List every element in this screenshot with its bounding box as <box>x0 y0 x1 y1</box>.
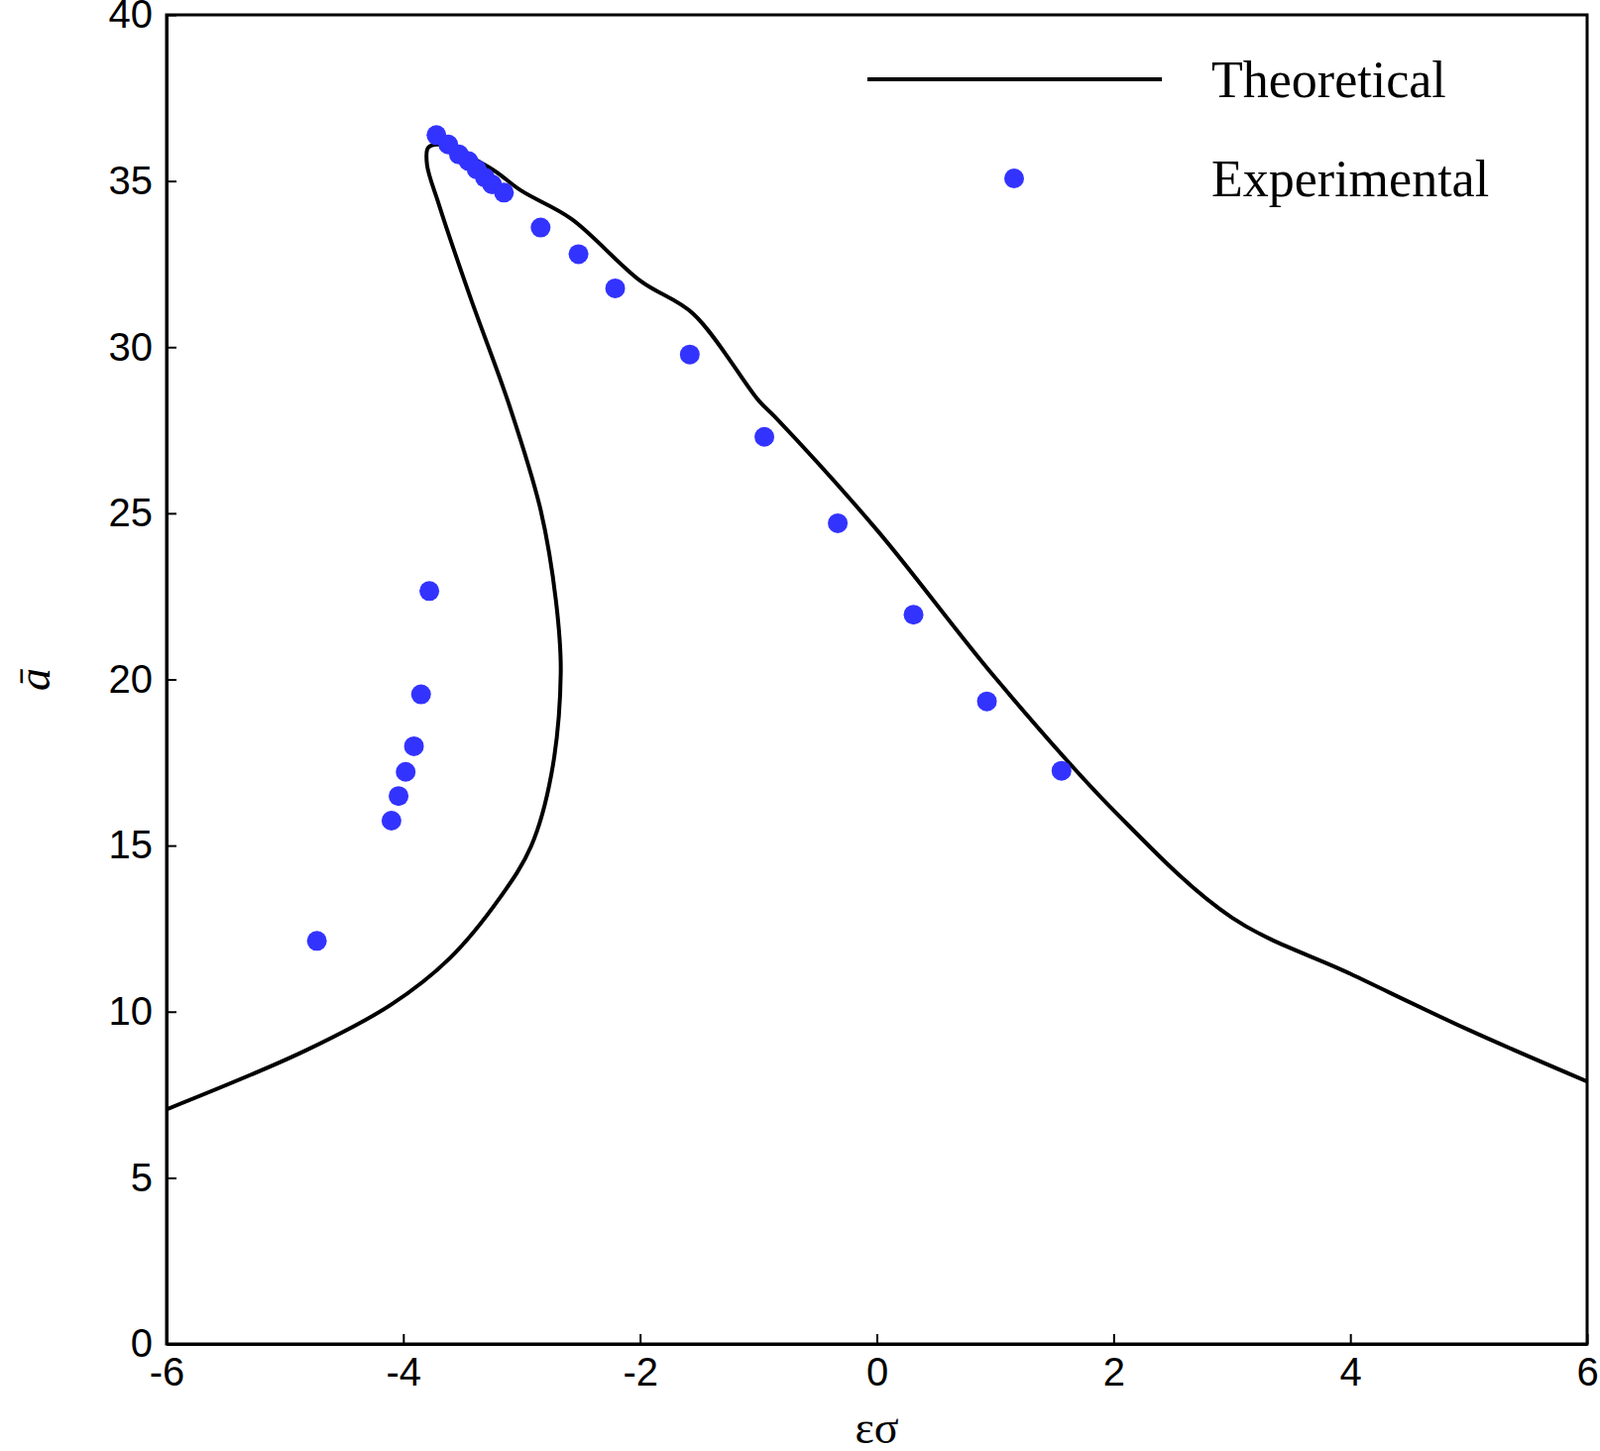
tick-mark <box>166 679 177 682</box>
tick: 0 <box>866 1334 889 1394</box>
tick-mark <box>166 1344 177 1347</box>
tick-label: 5 <box>130 1155 153 1200</box>
point <box>904 604 924 625</box>
point <box>680 344 700 365</box>
point <box>307 930 328 951</box>
tick-mark <box>402 1334 405 1345</box>
point <box>1051 761 1072 782</box>
tick: -4 <box>386 1334 423 1394</box>
y-axis-title: ā <box>8 668 60 691</box>
tick-label: 2 <box>1103 1350 1126 1394</box>
tick-label: 0 <box>130 1321 153 1366</box>
point <box>404 736 425 757</box>
tick-label: -4 <box>386 1350 423 1394</box>
line <box>166 144 1588 1111</box>
tick-label: -6 <box>149 1350 186 1394</box>
tick: -2 <box>622 1334 659 1394</box>
tick: 2 <box>1103 1334 1126 1394</box>
tick: 30 <box>109 325 178 369</box>
tick-mark <box>166 180 177 183</box>
tick-label: 15 <box>109 822 154 867</box>
point <box>569 243 589 264</box>
plot-frame <box>166 14 1588 1345</box>
point <box>411 685 432 705</box>
point <box>827 513 848 534</box>
tick-mark <box>166 1177 177 1180</box>
legend-label: Experimental <box>1211 150 1489 208</box>
tick: 6 <box>1576 1334 1599 1394</box>
tick-label: -2 <box>622 1350 659 1394</box>
point <box>493 182 514 203</box>
tick-label: 40 <box>109 0 154 36</box>
legend-swatch <box>867 77 1162 82</box>
point <box>754 427 775 448</box>
tick-mark <box>166 845 177 848</box>
tick: 10 <box>109 989 178 1033</box>
tick: 35 <box>109 158 178 203</box>
tick: 5 <box>130 1155 177 1200</box>
tick-mark <box>166 512 177 515</box>
point <box>395 762 416 783</box>
tick-label: 30 <box>109 325 154 369</box>
tick: 20 <box>109 657 178 701</box>
tick-label: 4 <box>1340 1350 1363 1394</box>
tick-mark <box>639 1334 642 1345</box>
plot: -6 -4 -2 0 2 4 6 0 5 10 15 20 25 30 35 40 <box>109 0 1600 1394</box>
tick: 25 <box>109 490 178 535</box>
legend-label: Theoretical <box>1211 51 1447 109</box>
marks <box>166 124 1588 1110</box>
legend-swatch <box>1004 168 1025 189</box>
x-axis: -6 -4 -2 0 2 4 6 <box>149 1334 1600 1394</box>
tick: 4 <box>1340 1334 1363 1394</box>
tick-label: 10 <box>109 989 154 1033</box>
tick: 40 <box>109 0 178 36</box>
tick-label: 6 <box>1576 1350 1599 1394</box>
x-axis-title: εσ <box>854 1402 899 1451</box>
tick-mark <box>876 1334 879 1345</box>
tick-mark <box>166 1011 177 1014</box>
tick: 15 <box>109 822 178 867</box>
point <box>530 218 551 238</box>
tick-mark <box>166 346 177 349</box>
point <box>977 691 998 712</box>
tick-label: 20 <box>109 657 154 701</box>
point <box>381 810 402 831</box>
tick-mark <box>1113 1334 1116 1345</box>
chart: -6 -4 -2 0 2 4 6 0 5 10 15 20 25 30 35 40 εσ ā Theoretical… <box>0 0 1600 1451</box>
tick-label: 0 <box>866 1350 889 1394</box>
y-axis: 0 5 10 15 20 25 30 35 40 <box>109 0 178 1366</box>
point <box>605 278 626 299</box>
tick-label: 25 <box>109 490 154 535</box>
tick: 0 <box>130 1321 177 1366</box>
tick-label: 35 <box>109 158 154 203</box>
point <box>419 580 440 601</box>
point <box>388 786 409 806</box>
tick-mark <box>1350 1334 1353 1345</box>
tick-mark <box>1587 1334 1590 1345</box>
legend: Theoretical Experimental <box>867 51 1489 208</box>
tick-mark <box>166 14 177 17</box>
